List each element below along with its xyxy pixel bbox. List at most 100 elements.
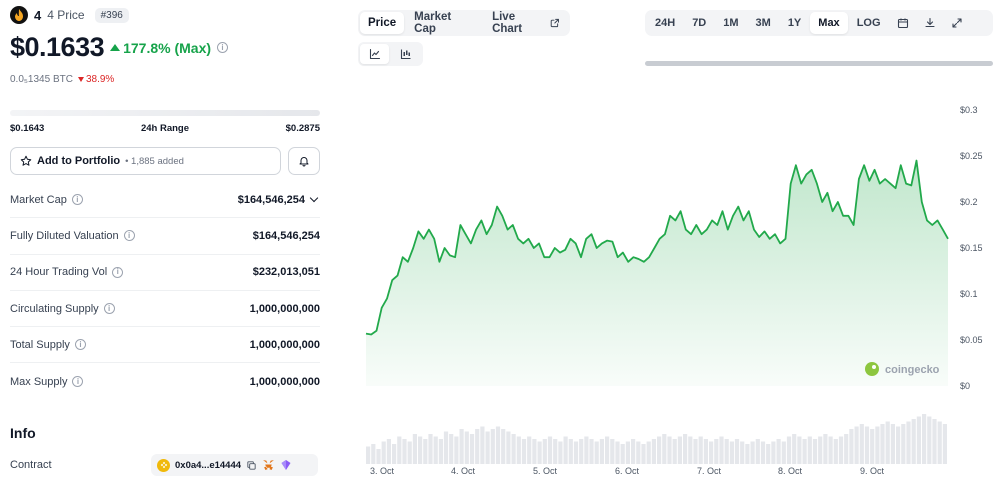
btc-price-row: 0.0₅1345 BTC 38.9% bbox=[10, 74, 114, 85]
btc-change: 38.9% bbox=[77, 74, 115, 85]
contract-label: Contract bbox=[10, 459, 52, 471]
volume-bar bbox=[688, 436, 693, 464]
stat-fdv: Fully Diluted Valuation i $164,546,254 bbox=[10, 218, 320, 255]
volume-bar bbox=[750, 441, 755, 464]
line-chart-button[interactable] bbox=[360, 44, 389, 64]
volume-bar bbox=[942, 424, 947, 464]
chart-range-scrollbar[interactable] bbox=[645, 61, 993, 66]
volume-bar bbox=[828, 436, 833, 464]
download-icon bbox=[924, 17, 935, 28]
arrow-up-icon bbox=[110, 44, 121, 51]
chart-type-toggle bbox=[358, 42, 423, 66]
volume-bar bbox=[719, 436, 724, 464]
range-24h-button[interactable]: 24H bbox=[655, 17, 676, 29]
volume-bar bbox=[922, 414, 927, 464]
log-scale-button[interactable]: LOG bbox=[856, 17, 881, 29]
x-tick-label: 9. Oct bbox=[860, 466, 885, 476]
stat-value: 1,000,000,000 bbox=[249, 302, 320, 315]
arrow-down-icon bbox=[77, 77, 84, 82]
candlestick-chart-button[interactable] bbox=[391, 44, 420, 64]
download-button[interactable] bbox=[917, 12, 943, 34]
volume-bar bbox=[771, 441, 776, 464]
volume-bar bbox=[880, 424, 885, 464]
btc-change-value: 38.9% bbox=[85, 74, 115, 85]
volume-bar bbox=[896, 426, 901, 464]
volume-bar bbox=[547, 436, 553, 464]
volume-bar bbox=[506, 431, 511, 464]
price-row: $0.1633 177.8% (Max) i bbox=[10, 32, 229, 63]
stat-label: 24 Hour Trading Vol bbox=[10, 266, 108, 279]
price-chart-svg: $0.3 $0.25 $0.2 $0.15 $0.1 $0.05 $0 3. Oct 4. O… bbox=[365, 105, 983, 476]
y-tick-label: $0.15 bbox=[960, 243, 983, 253]
x-tick-label: 4. Oct bbox=[451, 466, 476, 476]
volume-bar bbox=[631, 439, 636, 464]
copy-icon[interactable] bbox=[246, 460, 257, 471]
range-3m-button[interactable]: 3M bbox=[755, 17, 771, 29]
volume-bar bbox=[563, 436, 568, 464]
range-1y-button[interactable]: 1Y bbox=[787, 17, 802, 29]
volume-bar bbox=[516, 436, 521, 464]
tab-live-chart-label: Live Chart bbox=[492, 11, 523, 35]
stat-label: Max Supply bbox=[10, 375, 68, 388]
add-to-portfolio-button[interactable]: Add to Portfolio • 1,885 added bbox=[10, 147, 281, 175]
volume-bar bbox=[854, 426, 859, 464]
stat-trading-volume: 24 Hour Trading Vol i $232,013,051 bbox=[10, 255, 320, 291]
volume-bar bbox=[807, 436, 812, 464]
volume-bar bbox=[568, 439, 573, 464]
range-24h-labels: $0.1643 24h Range $0.2875 bbox=[10, 123, 320, 134]
volume-bar bbox=[911, 419, 916, 464]
contract-address: 0x0a4...e14444 bbox=[175, 459, 242, 471]
volume-bar bbox=[469, 434, 475, 464]
stat-value: $232,013,051 bbox=[252, 266, 320, 279]
y-tick-label: $0.25 bbox=[960, 151, 983, 161]
info-icon[interactable]: i bbox=[74, 339, 86, 351]
bnb-chain-icon bbox=[157, 458, 170, 472]
tab-price[interactable]: Price bbox=[360, 12, 405, 34]
metamask-icon[interactable] bbox=[262, 459, 275, 471]
volume-bar bbox=[532, 439, 537, 464]
stat-value: 1,000,000,000 bbox=[249, 375, 320, 388]
external-link-icon bbox=[551, 18, 560, 28]
info-icon[interactable]: i bbox=[112, 266, 124, 278]
volume-bar bbox=[402, 439, 407, 464]
volume-bar bbox=[527, 436, 532, 464]
fullscreen-button[interactable] bbox=[944, 12, 970, 34]
info-icon[interactable]: i bbox=[72, 376, 84, 388]
info-icon[interactable]: i bbox=[71, 194, 83, 206]
date-picker-button[interactable] bbox=[890, 12, 916, 34]
range-7d-button[interactable]: 7D bbox=[692, 17, 707, 29]
range-max-button[interactable]: Max bbox=[810, 12, 848, 34]
price-alert-button[interactable] bbox=[288, 147, 320, 175]
info-icon[interactable]: i bbox=[217, 42, 229, 53]
stat-circulating-supply: Circulating Supply i 1,000,000,000 bbox=[10, 291, 320, 328]
range-high: $0.2875 bbox=[285, 123, 320, 134]
volume-bar bbox=[709, 441, 714, 464]
volume-bar bbox=[740, 441, 745, 464]
current-price: $0.1633 bbox=[10, 32, 105, 62]
market-cap-toggle[interactable]: $164,546,254 bbox=[238, 194, 320, 206]
volume-bar bbox=[594, 441, 599, 464]
volume-bar bbox=[901, 424, 906, 464]
volume-bar bbox=[397, 436, 402, 464]
range-1m-button[interactable]: 1M bbox=[723, 17, 739, 29]
volume-bar bbox=[620, 444, 625, 464]
volume-bar bbox=[542, 439, 547, 464]
info-icon[interactable]: i bbox=[103, 303, 115, 315]
volume-bar bbox=[475, 429, 480, 464]
contract-chip[interactable]: 0x0a4...e14444 bbox=[151, 454, 318, 476]
volume-bar bbox=[636, 441, 641, 464]
volume-bar bbox=[677, 436, 682, 464]
x-tick-label: 8. Oct bbox=[778, 466, 803, 476]
tab-market-cap[interactable]: Market Cap bbox=[414, 11, 452, 35]
watermark-text: coingecko bbox=[885, 364, 940, 376]
wallet-icon[interactable] bbox=[280, 459, 292, 471]
info-section-title: Info bbox=[10, 425, 36, 441]
range-low: $0.1643 bbox=[10, 123, 45, 134]
range-24h-bar bbox=[10, 110, 320, 116]
coin-subtitle: 4 Price bbox=[47, 8, 85, 22]
tab-live-chart[interactable]: Live Chart bbox=[484, 11, 568, 35]
volume-bar bbox=[698, 436, 703, 464]
info-icon[interactable]: i bbox=[123, 230, 135, 242]
volume-bar bbox=[937, 421, 942, 464]
volume-bar bbox=[599, 439, 604, 464]
